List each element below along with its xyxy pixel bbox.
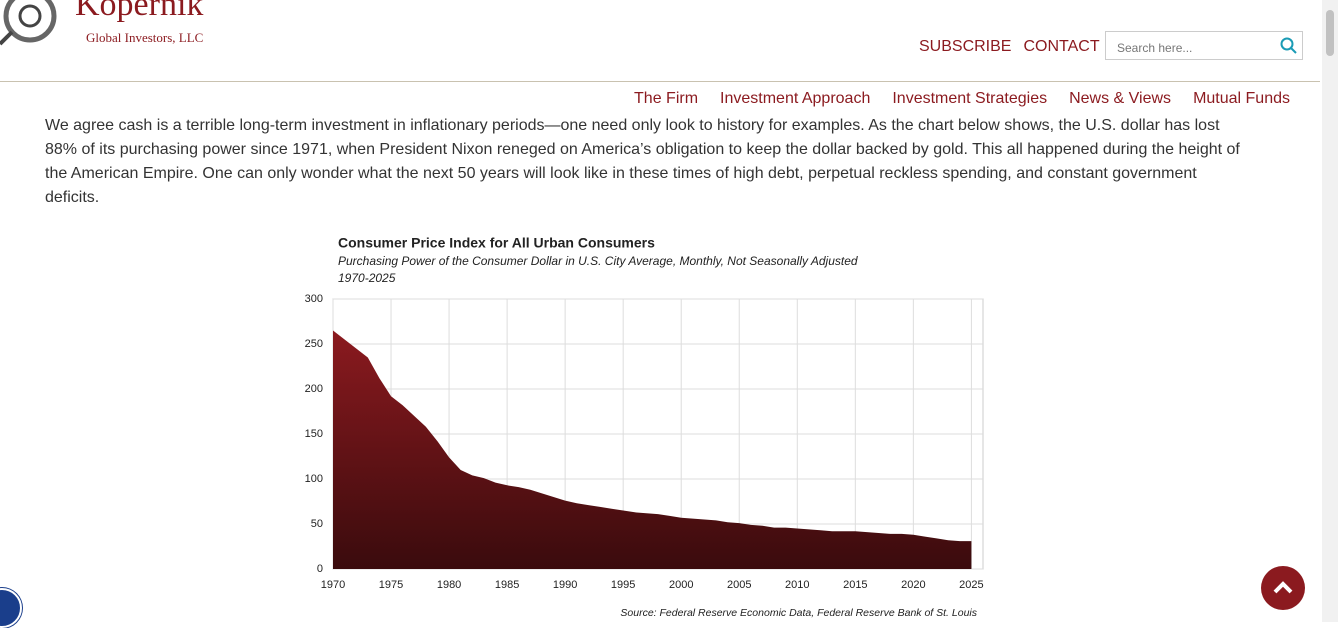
x-tick-label: 1970 (321, 579, 345, 591)
scroll-top-button[interactable] (1261, 566, 1305, 610)
chart-title: Consumer Price Index for All Urban Consu… (338, 235, 655, 251)
x-tick-label: 2015 (843, 579, 867, 591)
y-tick-label: 0 (317, 563, 323, 575)
chart-period: 1970-2025 (338, 271, 396, 285)
top-link[interactable]: SUBSCRIBE (919, 38, 1012, 55)
y-tick-label: 250 (305, 338, 323, 350)
y-tick-label: 100 (305, 473, 323, 485)
nav-link[interactable]: Investment Approach (720, 90, 871, 107)
x-tick-label: 2020 (901, 579, 925, 591)
nav: The Firm Investment Approach Investment St… (612, 90, 1290, 108)
top-links: SUBSCRIBE CONTACT (919, 38, 1112, 56)
logo (0, 0, 57, 46)
area (333, 330, 972, 569)
accessibility-button[interactable] (0, 588, 22, 628)
chart: Consumer Price Index for All Urban Consu… (305, 235, 984, 619)
y-tick-label: 200 (305, 383, 323, 395)
x-tick-label: 1975 (379, 579, 403, 591)
nav-link[interactable]: News & Views (1069, 90, 1172, 107)
y-tick-label: 300 (305, 293, 323, 305)
chart-source: Source: Federal Reserve Economic Data, F… (620, 607, 977, 619)
search-box[interactable]: Search here... (1105, 31, 1303, 60)
search-placeholder: Search here... (1117, 41, 1193, 55)
y-tick-label: 50 (311, 518, 323, 530)
x-tick-label: 1980 (437, 579, 461, 591)
x-tick-label: 2010 (785, 579, 809, 591)
divider (0, 81, 1320, 82)
x-tick-label: 2025 (959, 579, 983, 591)
x-tick-label: 1985 (495, 579, 519, 591)
search-icon (1280, 37, 1297, 54)
x-tick-label: 2000 (669, 579, 693, 591)
chart-subtitle: Purchasing Power of the Consumer Dollar … (338, 254, 858, 268)
top-link[interactable]: CONTACT (1023, 38, 1100, 55)
paragraph: We agree cash is a terrible long-term in… (45, 117, 1240, 206)
tagline: Global Investors, LLC (86, 30, 204, 45)
brand: Kopernik (75, 0, 204, 23)
nav-link[interactable]: The Firm (634, 90, 699, 107)
arrow-icon (1273, 581, 1293, 594)
x-tick-label: 2005 (727, 579, 751, 591)
x-tick-label: 1990 (553, 579, 577, 591)
nav-link[interactable]: Mutual Funds (1193, 90, 1290, 107)
scrollbar (1322, 0, 1338, 622)
nav-link[interactable]: Investment Strategies (892, 90, 1048, 107)
y-tick-label: 150 (305, 428, 323, 440)
x-tick-label: 1995 (611, 579, 635, 591)
